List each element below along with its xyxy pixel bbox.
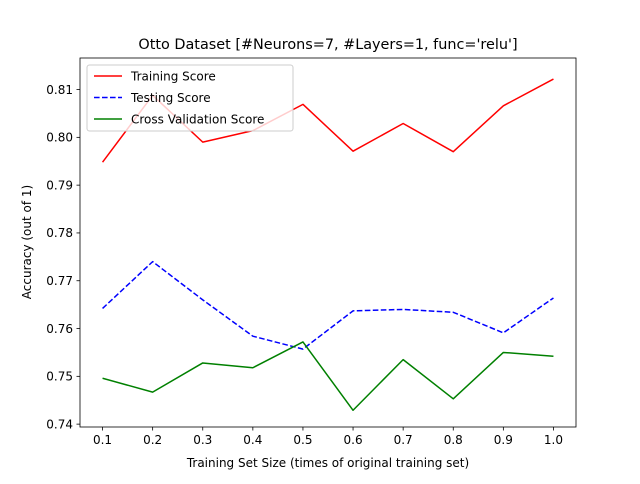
y-tick-label: 0.80: [46, 131, 73, 145]
plot-frame: [79, 57, 577, 428]
axes: 0.1 0.2 0.3 0.4 0.5 0.6 0.7 0.8 0.9 1.0 0.74 0.75 0.…: [46, 83, 563, 447]
legend-label: Cross Validation Score: [131, 112, 264, 126]
legend-label: Testing Score: [130, 91, 211, 105]
plot-border: [79, 57, 577, 428]
y-axis-label: Accuracy (out of 1): [20, 185, 34, 299]
x-tick-label: 0.1: [93, 433, 112, 447]
x-tick-label: 1.0: [544, 433, 563, 447]
y-tick-label: 0.77: [46, 274, 73, 288]
y-tick-label: 0.78: [46, 226, 73, 240]
x-tick-label: 0.9: [494, 433, 513, 447]
series-line-cross-validation-score: [102, 341, 554, 412]
y-tick-label: 0.79: [46, 178, 73, 192]
legend-box: [86, 64, 294, 132]
y-tick-label: 0.81: [46, 83, 73, 97]
x-tick-label: 0.8: [444, 433, 463, 447]
x-tick-label: 0.7: [394, 433, 413, 447]
legend-label: Training Score: [130, 69, 216, 83]
x-tick-label: 0.6: [344, 433, 363, 447]
x-axis-label: Training Set Size (times of original tra…: [186, 456, 469, 470]
y-tick-label: 0.75: [46, 370, 73, 384]
y-tick-label: 0.74: [46, 417, 73, 431]
legend: Training Score Testing Score Cross Validat…: [86, 64, 294, 132]
series-line-testing-score: [102, 260, 554, 350]
x-tick-label: 0.4: [243, 433, 262, 447]
x-tick-label: 0.5: [293, 433, 312, 447]
chart-title: Otto Dataset [#Neurons=7, #Layers=1, fun…: [138, 37, 517, 53]
y-tick-label: 0.76: [46, 322, 73, 336]
x-tick-label: 0.3: [193, 433, 212, 447]
x-tick-label: 0.2: [143, 433, 162, 447]
